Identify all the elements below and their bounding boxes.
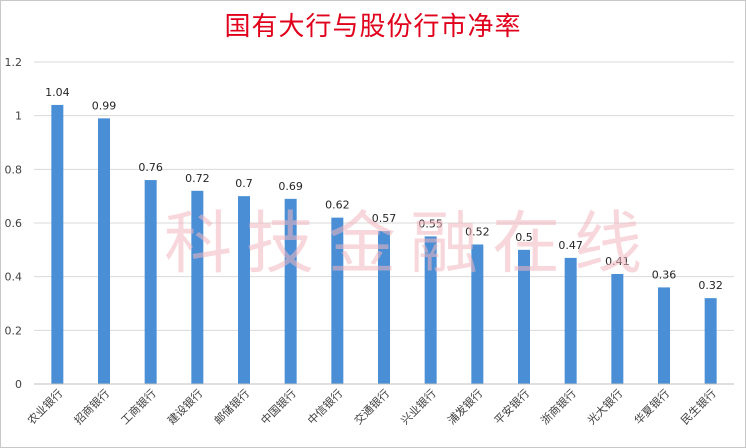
data-labels: 1.04 0.99 0.76 0.72 0.7 0.69 0.62 0.57 0.55 0.52 0…: [45, 86, 723, 292]
x-tick-label: 招商银行: [71, 386, 112, 427]
bar: [704, 298, 717, 384]
data-label: 0.36: [652, 268, 677, 281]
x-tick-label: 交通银行: [351, 386, 392, 427]
x-tick-label: 华夏银行: [631, 386, 672, 427]
bar: [658, 287, 670, 384]
data-label: 0.69: [278, 180, 303, 193]
chart-title: 国有大行与股份行市净率: [224, 12, 522, 42]
x-tick-label: 建设银行: [164, 386, 205, 427]
y-tick-label: 0.4: [5, 271, 23, 284]
y-tick-label: 0.8: [5, 163, 23, 176]
bar: [471, 244, 484, 384]
data-label: 0.55: [418, 217, 443, 230]
y-tick-labels: 0 0.2 0.4 0.6 0.8 1 1.2: [5, 56, 23, 391]
data-label: 0.57: [372, 212, 397, 225]
x-tick-label: 工商银行: [118, 386, 159, 427]
x-tick-labels: 农业银行 招商银行 工商银行 建设银行 邮储银行 中国银行 中信银行 交通银行 兴业银行 浦发银行…: [24, 386, 718, 427]
data-label: 1.04: [45, 86, 70, 99]
data-label: 0.72: [185, 172, 210, 185]
bar: [518, 249, 530, 384]
data-label: 0.41: [605, 255, 630, 268]
y-tick-label: 0.6: [5, 217, 23, 230]
x-tick-label: 平安银行: [491, 386, 532, 427]
y-tick-label: 1: [15, 110, 22, 123]
data-label: 0.47: [558, 239, 583, 252]
x-tick-label: 光大银行: [584, 386, 625, 427]
bar: [424, 236, 437, 384]
x-tick-label: 兴业银行: [398, 386, 439, 427]
x-tick-label: 浙商银行: [538, 386, 579, 427]
y-tick-label: 1.2: [5, 56, 23, 69]
bar: [331, 217, 344, 384]
x-tick-label: 邮储银行: [211, 386, 252, 427]
bar: [284, 198, 297, 384]
x-tick-label: 民生银行: [678, 386, 719, 427]
x-tick-label: 中信银行: [304, 386, 345, 427]
bar: [564, 257, 577, 384]
bars: [51, 104, 717, 384]
data-label: 0.99: [92, 99, 117, 112]
bar: [98, 118, 110, 384]
x-tick-label: 浦发银行: [444, 386, 485, 427]
y-tick-label: 0: [15, 378, 22, 391]
bar: [378, 231, 390, 384]
bar: [611, 273, 624, 384]
data-label: 0.5: [515, 231, 533, 244]
data-label: 0.32: [698, 279, 723, 292]
data-label: 0.52: [465, 225, 490, 238]
x-tick-label: 农业银行: [24, 386, 65, 427]
bar: [51, 104, 64, 384]
data-label: 0.62: [325, 199, 350, 212]
bar: [238, 196, 250, 384]
x-tick-label: 中国银行: [258, 386, 299, 427]
data-label: 0.7: [235, 177, 253, 190]
data-label: 0.76: [138, 161, 163, 174]
y-tick-label: 0.2: [5, 324, 23, 337]
bar: [144, 180, 157, 384]
bar: [191, 190, 204, 384]
